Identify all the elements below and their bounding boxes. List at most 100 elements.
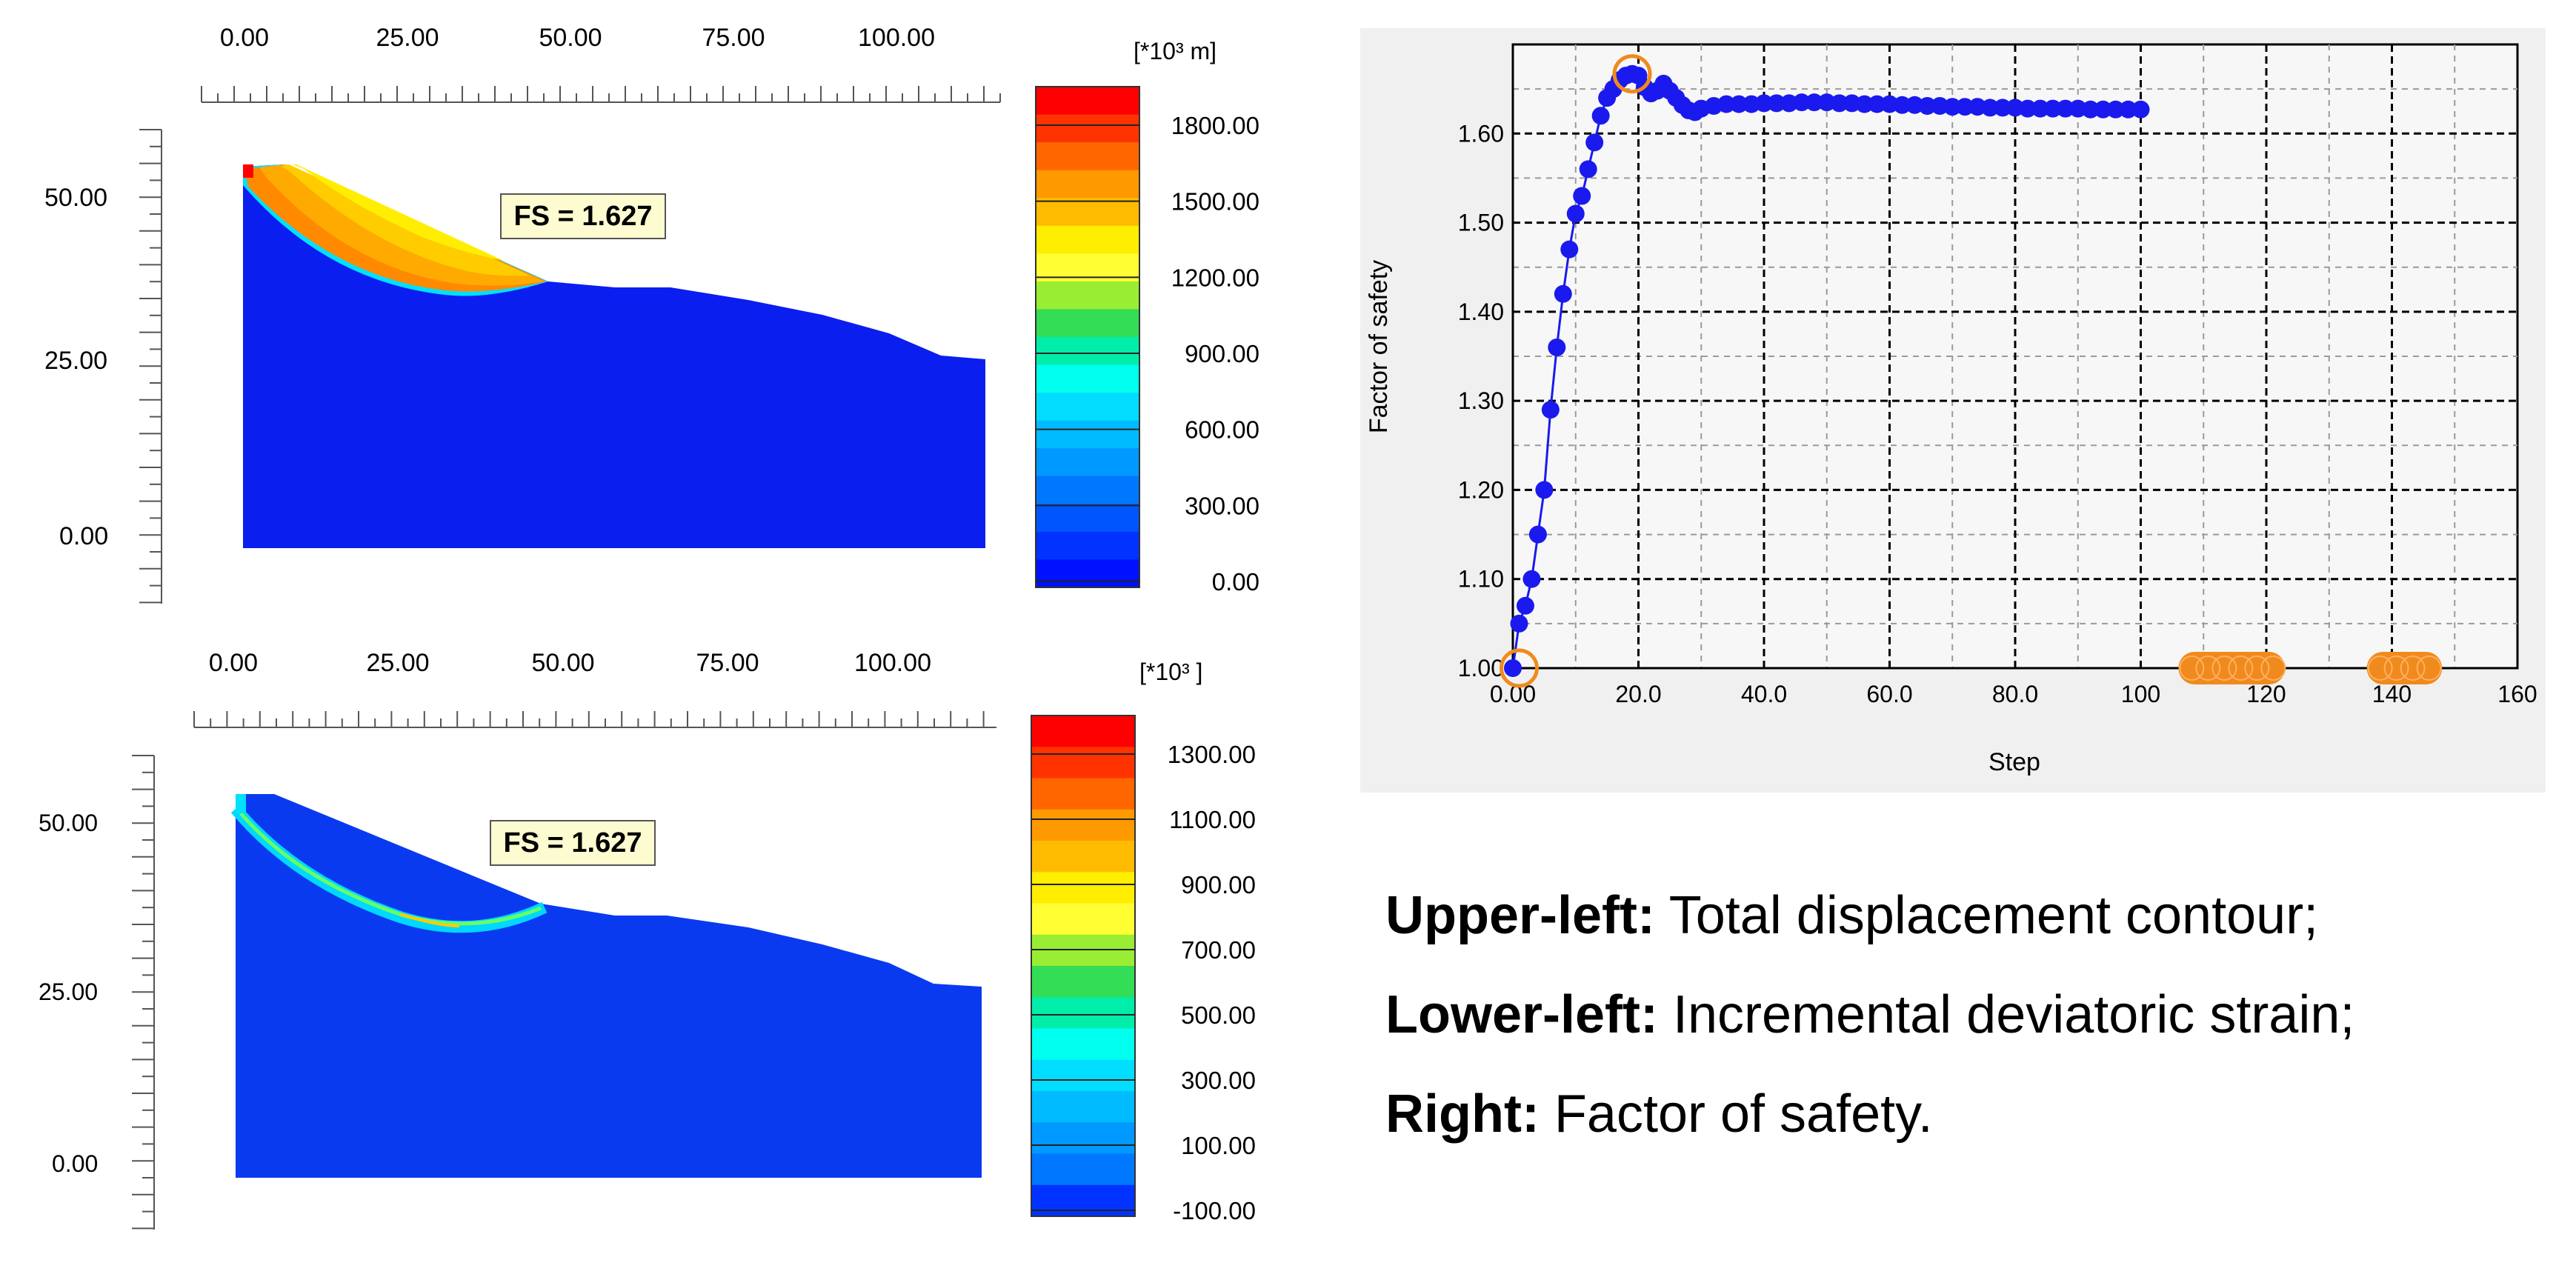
legend-label: -100.00 — [1173, 1197, 1256, 1224]
legend-swatch — [1031, 966, 1135, 998]
legend-swatch — [1036, 281, 1139, 310]
data-point — [1956, 98, 1974, 116]
data-point — [1994, 99, 2012, 117]
factor-of-safety-chart: 0.00 20.0 40.0 60.0 80.0 100 120 140 1601.001.10… — [1360, 28, 2546, 793]
legend-swatch — [1036, 142, 1139, 171]
data-point — [1591, 107, 1610, 125]
data-point — [1981, 99, 2000, 117]
data-point — [1805, 93, 1823, 112]
highlight-range-ring — [2228, 656, 2254, 681]
y-tick-labels: 50.00 25.00 0.00 — [39, 810, 98, 1177]
legend-swatch — [1036, 531, 1139, 560]
axes — [1511, 44, 2517, 670]
legend-swatch — [1031, 716, 1135, 747]
legend-swatch — [1031, 1153, 1135, 1186]
fs-label-box — [490, 820, 656, 866]
legend-swatch — [1036, 476, 1139, 504]
y-tick-label: 1.40 — [1458, 299, 1504, 325]
legend-swatch — [1036, 504, 1139, 533]
top-ruler — [193, 711, 996, 728]
x-tick-label: 140 — [2372, 681, 2412, 707]
legend-swatch — [1036, 420, 1139, 449]
legend-swatch — [1031, 809, 1135, 841]
y-tick-label: 50.00 — [44, 184, 107, 212]
x-tick-label: 50.00 — [531, 649, 594, 677]
data-point — [1755, 94, 1773, 113]
highlight-range-ring — [2383, 656, 2409, 681]
x-tick-label: 25.00 — [376, 24, 439, 52]
y-tick-label: 1.50 — [1458, 210, 1504, 236]
sliding-mass-yellow — [293, 164, 504, 261]
legend-swatch — [1036, 114, 1139, 143]
caption-text: Incremental deviatoric strain; — [1657, 985, 2355, 1044]
legend-swatch — [1031, 841, 1135, 873]
legend-swatch — [1031, 1059, 1135, 1092]
caption-right: Right: Factor of safety. — [1385, 1087, 2541, 1141]
y-tick-label: 1.20 — [1458, 476, 1504, 503]
x-tick-label: 100.00 — [858, 24, 935, 52]
legend-swatch — [1031, 1184, 1135, 1217]
legend-frame — [1035, 86, 1140, 588]
data-point — [2119, 100, 2137, 119]
data-point — [1943, 98, 1962, 116]
legend-frame — [1031, 715, 1136, 1217]
legend-swatch — [1031, 1028, 1135, 1061]
data-point — [1918, 96, 1937, 115]
lower-left-strain-panel: 0.00 25.00 50.00 75.00 100.00 50.00 25.0… — [39, 649, 1256, 1230]
legend-swatch — [1031, 872, 1135, 904]
data-point — [1554, 284, 1572, 303]
shear-band-peak — [399, 913, 460, 927]
highlight-range-ring — [2260, 656, 2286, 681]
legend-swatch — [1036, 337, 1139, 366]
legend-swatch — [1036, 364, 1139, 393]
left-ruler — [139, 129, 162, 604]
legend-swatch — [1031, 934, 1135, 967]
data-point — [1541, 401, 1560, 419]
data-point — [1730, 95, 1748, 113]
fs-label: FS = 1.627 — [514, 201, 653, 232]
x-axis-label: Step — [1988, 748, 2040, 776]
data-point — [1868, 95, 1886, 113]
y-tick-label: 1.60 — [1458, 120, 1504, 147]
x-tick-label: 160 — [2497, 681, 2537, 707]
highlight-range — [2178, 652, 2286, 684]
legend-label: 1200.00 — [1171, 264, 1259, 291]
caption-key: Lower-left: — [1385, 985, 1658, 1044]
caption-text: Factor of safety. — [1539, 1084, 1933, 1144]
data-point — [2131, 100, 2150, 119]
x-tick-label: 80.0 — [1992, 681, 2038, 707]
data-point — [1535, 481, 1554, 499]
legend-label: 300.00 — [1185, 492, 1259, 519]
fs-label: FS = 1.627 — [504, 827, 642, 858]
caption-text: Total displacement contour; — [1654, 886, 2319, 945]
highlight-markers — [1499, 54, 2443, 688]
y-tick-label: 1.30 — [1458, 387, 1504, 414]
legend-swatch — [1036, 225, 1139, 254]
caption-key: Right: — [1385, 1084, 1540, 1144]
y-tick-label: 25.00 — [39, 978, 98, 1005]
y-axis-label: Factor of safety — [1365, 260, 1393, 433]
data-point — [1522, 570, 1541, 588]
y-tick-label: 0.00 — [59, 522, 108, 550]
legend-label: 1800.00 — [1171, 112, 1259, 139]
highlight-range-ring — [2195, 656, 2221, 681]
data-point — [2081, 100, 2100, 119]
x-tick-label: 0.00 — [220, 24, 269, 52]
highlight-range-ring — [2179, 656, 2205, 681]
data-point — [1585, 133, 1604, 152]
data-point — [1830, 94, 1848, 113]
legend-label: 700.00 — [1181, 936, 1256, 964]
data-point — [1504, 659, 1522, 677]
x-tick-label: 25.00 — [366, 649, 429, 677]
left-ruler — [132, 755, 155, 1230]
fs-label-box — [500, 193, 666, 239]
highlight-range-ring — [2400, 656, 2426, 681]
y-tick-label: 25.00 — [44, 347, 107, 375]
color-legend: 1800.00 1500.00 1200.00 900.00 600.00 300.00 0… — [1035, 86, 1259, 596]
legend-unit: [*10³ ] — [1139, 658, 1202, 685]
crest-spot — [236, 794, 246, 813]
legend-label: 900.00 — [1185, 340, 1259, 367]
slope-body — [236, 794, 982, 1178]
highlight-range-ring — [2211, 656, 2237, 681]
caption-key: Upper-left: — [1385, 886, 1655, 945]
